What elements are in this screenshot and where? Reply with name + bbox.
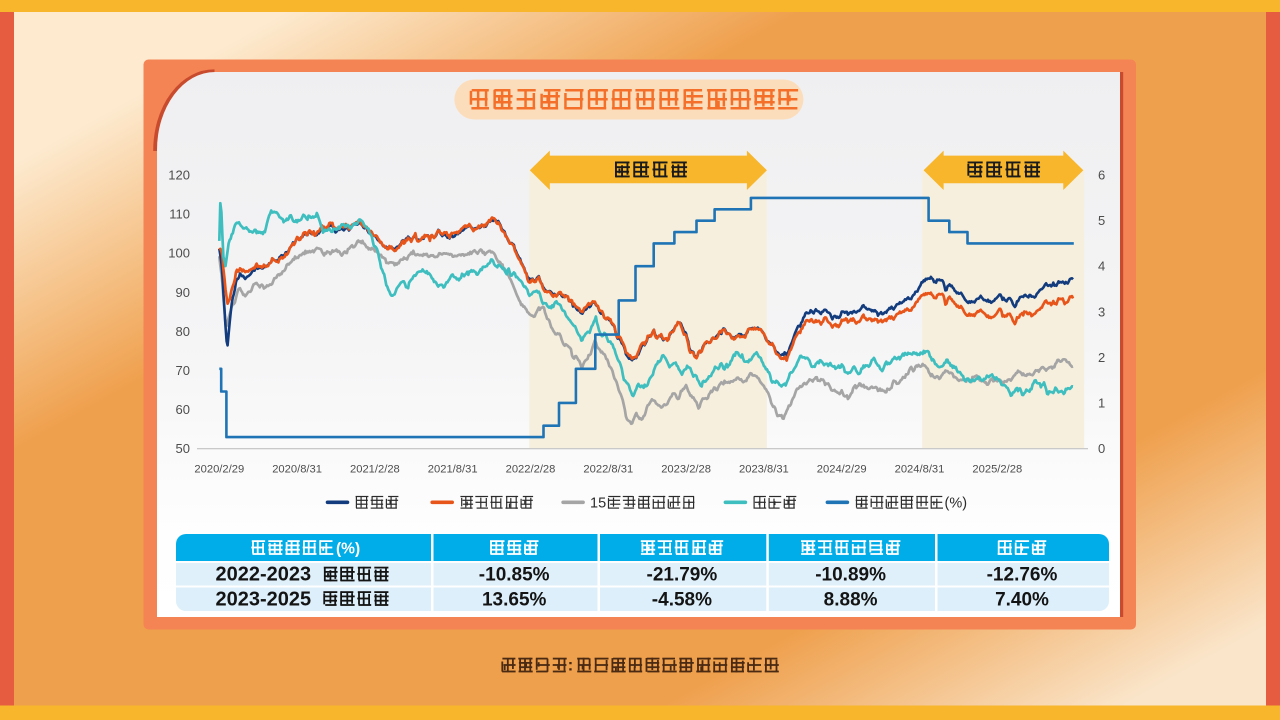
svg-text:-10.89%: -10.89% — [815, 565, 886, 586]
svg-text:100: 100 — [168, 246, 190, 261]
svg-text:5: 5 — [1098, 213, 1105, 228]
svg-text:13.65%: 13.65% — [482, 590, 547, 611]
svg-text:1: 1 — [1098, 395, 1105, 410]
svg-text:4: 4 — [1098, 259, 1105, 274]
svg-text:(%): (%) — [945, 496, 968, 512]
svg-text:2022/8/31: 2022/8/31 — [583, 464, 633, 476]
svg-text:2020/2/29: 2020/2/29 — [194, 464, 244, 476]
svg-text:60: 60 — [176, 402, 190, 417]
svg-text:80: 80 — [176, 324, 190, 339]
svg-text:2020/8/31: 2020/8/31 — [272, 464, 322, 476]
svg-text:110: 110 — [169, 207, 190, 222]
svg-text:7.40%: 7.40% — [995, 590, 1049, 611]
svg-text:120: 120 — [168, 168, 190, 183]
svg-text:2023/8/31: 2023/8/31 — [739, 464, 789, 476]
svg-text:2024/8/31: 2024/8/31 — [895, 464, 945, 476]
svg-text:6: 6 — [1098, 168, 1105, 183]
svg-text:-4.58%: -4.58% — [652, 590, 712, 611]
svg-text:2: 2 — [1098, 350, 1105, 365]
svg-text:2021/2/28: 2021/2/28 — [350, 464, 400, 476]
svg-text:3: 3 — [1098, 304, 1105, 319]
svg-text:-21.79%: -21.79% — [647, 565, 718, 586]
svg-text:15: 15 — [590, 496, 606, 512]
svg-text:(%): (%) — [336, 541, 360, 558]
svg-text:50: 50 — [176, 441, 190, 456]
svg-text:0: 0 — [1098, 441, 1105, 456]
svg-text:2024/2/29: 2024/2/29 — [817, 464, 867, 476]
svg-text:-12.76%: -12.76% — [987, 565, 1058, 586]
svg-text:90: 90 — [176, 285, 190, 300]
svg-text::: : — [568, 656, 574, 675]
svg-text:2023-2025: 2023-2025 — [216, 589, 312, 611]
svg-text:2022-2023: 2022-2023 — [216, 564, 312, 586]
svg-text:2021/8/31: 2021/8/31 — [428, 464, 478, 476]
svg-text:2022/2/28: 2022/2/28 — [506, 464, 556, 476]
svg-text:70: 70 — [176, 363, 190, 378]
svg-text:-10.85%: -10.85% — [479, 565, 550, 586]
svg-text:2025/2/28: 2025/2/28 — [972, 464, 1022, 476]
svg-text:8.88%: 8.88% — [824, 590, 878, 611]
svg-text:2023/2/28: 2023/2/28 — [661, 464, 711, 476]
